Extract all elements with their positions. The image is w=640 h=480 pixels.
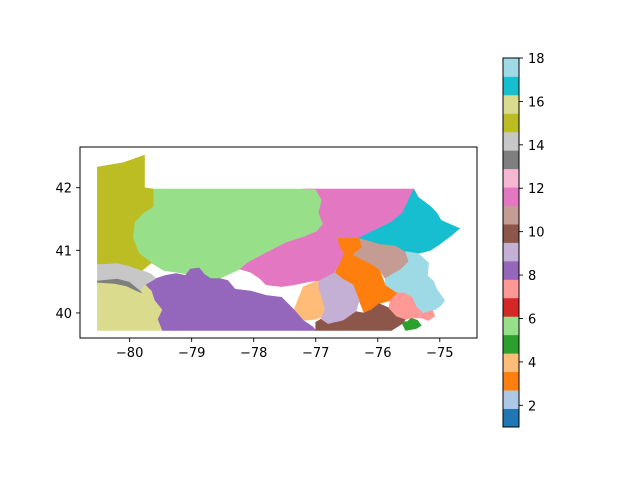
colorbar-bands	[503, 58, 519, 428]
colorbar-band-10	[503, 224, 519, 243]
district-region-19	[384, 251, 446, 314]
colorbar-band-15	[503, 131, 519, 151]
colorbar-tick-label-4: 10	[528, 226, 545, 241]
colorbar-band-18	[503, 76, 519, 96]
district-region-16	[97, 154, 154, 271]
colorbar-tick-label-7: 16	[528, 95, 545, 110]
colorbar-band-11	[503, 205, 519, 225]
colorbar-band-7	[503, 279, 519, 299]
colorbar-band-5	[503, 316, 519, 336]
colorbar-tick-label-2: 6	[528, 312, 536, 327]
colorbar: 2 4 6 8 10 12 14 16 18	[502, 52, 545, 428]
colorbar-band-14	[503, 150, 519, 170]
y-axis-ticks: 40 41 42	[55, 182, 80, 322]
district-region-4	[400, 317, 422, 331]
district-region-20	[388, 292, 423, 320]
x-tick-label-2: −78	[240, 346, 267, 361]
colorbar-tick-label-6: 14	[528, 139, 545, 154]
colorbar-band-4	[503, 334, 519, 354]
y-tick-label-2: 42	[55, 182, 72, 197]
colorbar-tick-label-8: 18	[528, 52, 545, 67]
colorbar-band-8	[503, 260, 519, 280]
colorbar-tick-label-3: 8	[528, 269, 536, 284]
map-axes: −80 −79 −78 −77 −76 −75 40 41 42	[55, 146, 478, 361]
x-tick-label-3: −77	[302, 346, 329, 361]
colorbar-band-16	[503, 113, 519, 133]
colorbar-band-19	[503, 58, 519, 77]
colorbar-band-0	[503, 408, 519, 428]
x-tick-label-4: −76	[364, 346, 391, 361]
x-tick-label-1: −79	[178, 346, 205, 361]
colorbar-band-1	[503, 390, 519, 409]
district-region-18	[358, 188, 460, 254]
colorbar-band-13	[503, 168, 519, 188]
district-region-17	[97, 282, 163, 331]
colorbar-band-3	[503, 353, 519, 373]
colorbar-band-9	[503, 242, 519, 262]
districts-layer	[97, 154, 460, 331]
colorbar-band-12	[503, 187, 519, 206]
colorbar-band-6	[503, 297, 519, 317]
colorbar-tick-label-1: 4	[528, 356, 536, 371]
x-tick-label-0: −80	[116, 346, 143, 361]
y-tick-label-0: 40	[55, 307, 72, 322]
x-axis-ticks: −80 −79 −78 −77 −76 −75	[116, 338, 454, 361]
map-axes-frame	[79, 146, 478, 339]
colorbar-frame	[502, 57, 520, 428]
colorbar-ticks: 2 4 6 8 10 12 14 16 18	[519, 52, 545, 414]
district-region-10	[315, 303, 407, 331]
colorbar-band-2	[503, 371, 519, 391]
colorbar-tick-label-0: 2	[528, 399, 536, 414]
x-tick-label-5: −75	[426, 346, 453, 361]
colorbar-tick-label-5: 12	[528, 182, 545, 197]
colorbar-band-17	[503, 94, 519, 114]
y-tick-label-1: 41	[55, 244, 72, 259]
